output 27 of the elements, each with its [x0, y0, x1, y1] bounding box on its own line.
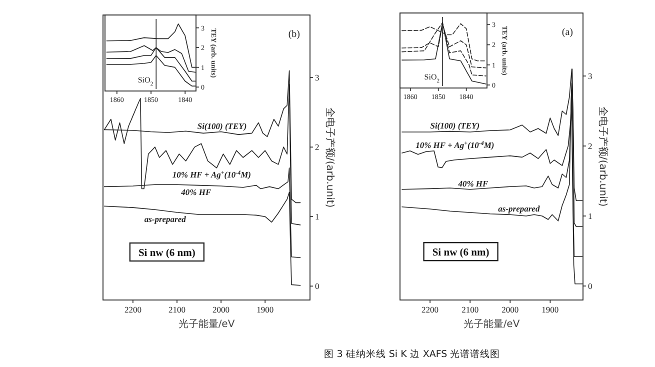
annotation: (a) [562, 27, 573, 38]
x-tick-label: 2100 [462, 304, 479, 314]
y-tick-label: 0 [315, 281, 320, 292]
y-tick-label: 3 [315, 72, 320, 83]
y-axis-title: 全电子产额/(arb.unit) [596, 106, 609, 207]
x-tick-label: 2000 [212, 304, 230, 314]
x-tick-label: 2100 [168, 304, 186, 314]
x-tick-label: 1900 [542, 304, 559, 314]
x-tick-label: 2200 [124, 304, 142, 314]
ref-line-label: SiO$_{2}$ [424, 72, 440, 85]
y-axis-title: 全电子产额/(arb.unit) [324, 107, 336, 208]
annotation: Si nw (6 nm) [432, 248, 490, 259]
ref-line-label: SiO$_{2}$ [138, 76, 154, 88]
y-tick-label: 2 [588, 140, 592, 151]
y-tick-label: 3 [588, 70, 592, 81]
x-tick-label: 2000 [502, 304, 519, 314]
y-tick-label: 2 [315, 142, 320, 152]
caption: 图 3 硅纳米线 Si K 边 XAFS 光谱谱线图 [324, 348, 500, 360]
x-tick-label: 2200 [422, 304, 439, 314]
x-axis-title: 光子能量/eV [178, 318, 235, 330]
annotation: Si nw (6 nm) [138, 248, 196, 259]
y-tick-label: 1 [315, 212, 320, 222]
x-tick-label: 1900 [256, 304, 274, 314]
annotation: (b) [288, 29, 300, 40]
y-tick-label: 1 [588, 210, 592, 221]
x-axis-title: 光子能量/eV [463, 318, 520, 330]
y-tick-label: 0 [588, 280, 592, 291]
